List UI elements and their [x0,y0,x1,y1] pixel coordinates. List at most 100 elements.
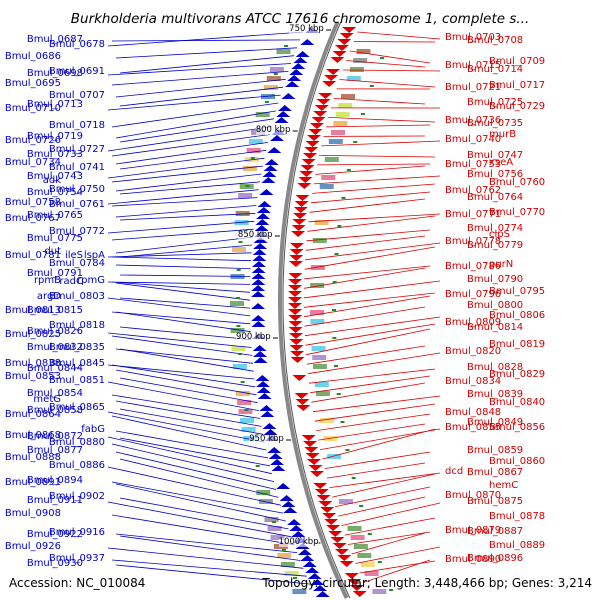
gene-label: Bmul_0784 [48,258,105,269]
gene-label: Bmul_0839 [467,389,524,400]
marker-dash [360,113,365,115]
forward-gene-arrow [268,453,283,459]
reverse-gene-arrow [307,135,322,141]
feature-block [312,355,327,360]
reverse-gene-arrow [326,525,341,531]
label-leader-line [111,197,258,207]
label-leader-line [329,472,441,488]
forward-gene-arrow [279,495,294,501]
gene-label: Bmul_0860 [489,456,546,467]
forward-gene-arrow [252,255,267,261]
gene-label: Bmul_0865 [48,402,105,413]
marker-dash [240,381,245,383]
reverse-gene-arrow [290,351,305,357]
reverse-gene-arrow [293,207,308,213]
marker-dash [264,101,269,103]
feature-block [335,112,350,117]
marker-dash [334,365,338,367]
gene-label: Bmul_0796 [445,289,502,300]
reverse-gene-arrow [305,141,320,147]
marker-dash [238,353,242,355]
feature-block [263,85,278,90]
gene-label: Bmul_0889 [489,540,546,551]
label-leader-line [310,191,431,204]
forward-gene-arrow [262,171,277,177]
feature-block [232,247,246,252]
forward-gene-arrow [251,279,266,285]
reverse-gene-arrow [294,393,309,399]
label-leader-line [119,55,295,74]
gene-label: Bmul_0708 [467,35,524,46]
forward-gene-arrow [253,243,268,249]
forward-gene-arrow [256,387,271,393]
feature-block [277,553,292,558]
feature-block [292,589,307,594]
scale-tick-label: 750 kbp [289,24,324,34]
gene-label: Bmul_0896 [467,553,524,564]
forward-gene-arrow [260,411,275,417]
feature-block [311,346,326,351]
marker-dash [359,505,364,507]
gene-label: metG [33,394,61,405]
gene-label: Bmul_0790 [467,274,524,285]
scale-tick-label: 850 kbp [237,230,273,240]
marker-dash [332,337,337,339]
feature-block [241,427,256,432]
reverse-gene-arrow [308,465,323,471]
feature-block [353,58,368,63]
forward-gene-arrow [253,237,268,243]
label-leader-line [111,165,263,183]
forward-gene-arrow [302,561,317,567]
forward-gene-arrow [271,465,286,471]
label-leader-line [324,451,431,469]
reverse-gene-arrow [307,459,322,465]
label-leader-line [119,118,274,143]
gene-label: Bmul_0891 [4,477,61,488]
label-leader-line [107,436,272,475]
gene-label: lspA [83,250,105,261]
marker-dash [389,589,394,591]
label-leader-line [111,39,301,42]
gene-label: Bmul_0800 [467,300,524,311]
label-leader-line [308,213,441,223]
feature-block [235,391,250,396]
forward-gene-arrow [287,519,302,525]
label-leader-line [328,117,436,123]
feature-block [364,571,379,576]
label-leader-line [119,86,284,107]
reverse-gene-arrow [332,543,347,549]
label-leader-line [303,280,441,299]
marker-dash [369,85,374,87]
label-leader-line [322,428,436,460]
label-leader-line [115,205,257,218]
label-leader-line [111,311,251,325]
gene-label: Bmul_0828 [467,362,524,373]
label-leader-line [306,345,426,365]
label-leader-line [115,483,286,522]
feature-block [357,553,372,558]
forward-gene-arrow [251,315,266,321]
label-leader-line [316,413,431,431]
reverse-gene-arrow [320,507,335,513]
gene-label: Bmul_0727 [48,144,105,155]
forward-gene-arrow [305,567,320,573]
feature-block [264,517,279,522]
label-leader-line [107,332,252,348]
label-leader-line [115,564,311,585]
reverse-gene-arrow [326,69,341,75]
forward-gene-arrow [276,483,291,489]
reverse-gene-arrow [322,513,337,519]
label-leader-line [304,316,441,337]
reverse-gene-arrow [334,45,349,51]
label-leader-line [357,31,441,40]
gene-label: Bmul_0887 [467,526,524,537]
reverse-gene-arrow [330,537,345,543]
gene-label: Bmul_0930 [26,558,83,569]
reverse-gene-arrow [334,549,349,555]
feature-block [321,175,336,180]
label-leader-line [111,443,275,482]
gene-label: Bmul_0834 [445,376,502,387]
gene-label: Bmul_0734 [4,157,61,168]
reverse-gene-arrow [295,195,310,201]
gene-label: Bmul_0814 [467,322,524,333]
